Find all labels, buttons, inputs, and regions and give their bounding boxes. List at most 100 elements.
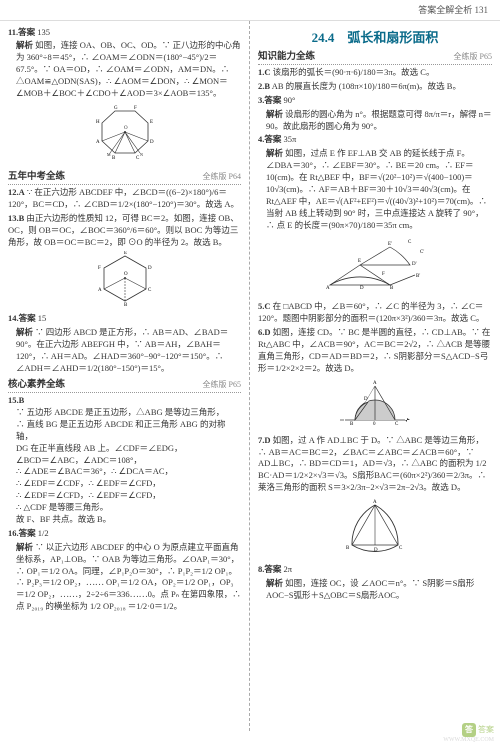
svg-text:D: D: [150, 140, 154, 145]
rq4-explain-label: 解析: [266, 148, 283, 158]
rq8-explain-label: 解析: [266, 578, 283, 588]
q13-num: 13.B: [8, 213, 24, 223]
section-core-title: 核心素养全练: [8, 379, 65, 392]
svg-text:E': E': [388, 242, 392, 247]
section-244-title: 24.4 弧长和扇形面积: [258, 29, 492, 47]
svg-text:A: A: [98, 288, 102, 293]
svg-text:D: D: [364, 397, 368, 402]
svg-text:A: A: [326, 286, 330, 291]
rq5-text: 在 □ABCD 中，∠B＝60°，∴ ∠C 的半径为 3，∴ ∠C＝120°。题…: [258, 301, 484, 323]
svg-text:B': B': [416, 274, 420, 279]
rq7-num: 7.D: [258, 435, 271, 445]
svg-text:F: F: [382, 272, 385, 277]
section-five-year-title: 五年中考全练: [8, 171, 65, 184]
svg-text:C: C: [408, 240, 412, 245]
q16-explain: 解析 ∵ 以正六边形 ABCDEF 的中心 O 为原点建立平面直角坐标系，AP₁…: [8, 542, 241, 613]
svg-text:E: E: [358, 259, 361, 264]
figure-octagon: O GF ED CB AH MN: [8, 103, 241, 167]
rq3-ans: 90°: [284, 95, 296, 105]
rq8-explain-text: 如图，连接 OC，设 ∠AOC＝n°。∵ S阴影＝S扇形AOC−S弧形＋S△OB…: [266, 578, 474, 600]
rq7: 7.D 如图，过 A 作 AD⊥BC 于 D。∵ △ABC 是等边三角形，∴ A…: [258, 435, 492, 494]
rq8: 8.答案 2π: [258, 564, 492, 576]
section-knowledge-ref: 全练版 P65: [454, 51, 492, 64]
q15-num: 15.B: [8, 395, 24, 405]
q13: 13.B 由正六边形的性质知 12，可得 BC＝2。如图，连接 OB、OC，则 …: [8, 213, 241, 249]
rq1-num: 1.C: [258, 67, 271, 77]
watermark-label: 答案: [478, 724, 494, 736]
section-core-ref: 全练版 P65: [203, 379, 241, 392]
q15: 15.B ∵ 五边形 ABCDE 是正五边形，△ABG 是等边三角形， ∴ 直线…: [8, 395, 241, 526]
q15-l7: ∴ △CDF 是等腰三角形。: [16, 502, 241, 514]
q15-l2: DG 在正半直线段 AB 上。∠CDF＝∠EDG，: [16, 443, 241, 455]
header-page: 131: [475, 5, 489, 15]
rq3-explain-label: 解析: [266, 109, 283, 119]
rq5-num: 5.C: [258, 301, 271, 311]
section-knowledge: 知识能力全练 全练版 P65: [258, 51, 492, 65]
rq3-explain-text: 设扇形的圆心角为 n°。根据题意可得 8π/π＝r，解得 n＝90。故此扇形的圆…: [266, 109, 491, 131]
rq4-num: 4.答案: [258, 134, 281, 144]
svg-text:B: B: [350, 422, 354, 427]
q16-ans: 1/2: [38, 528, 49, 538]
svg-text:C: C: [395, 422, 399, 427]
rq3-explain: 解析 设扇形的圆心角为 n°。根据题意可得 8π/π＝r，解得 n＝90。故此扇…: [258, 109, 492, 133]
watermark-icon: 答: [462, 723, 476, 737]
q11: 11.答案 135: [8, 27, 241, 39]
q13-text: 由正六边形的性质知 12，可得 BC＝2。如图，连接 OB、OC，则 OB＝OC…: [8, 213, 239, 247]
q15-l5: ∴ ∠EDF＝∠CDF，∴ ∠EDF＝∠CFD，: [16, 478, 241, 490]
svg-text:C: C: [399, 546, 403, 551]
q12-num: 12.A: [8, 187, 25, 197]
q16-num: 16.答案: [8, 528, 36, 538]
rq2: 2.B AB 的展直长度为 (108π×10)/180＝6π(m)。故选 B。: [258, 81, 492, 93]
q15-l6: ∴ ∠EDF＝∠CFD，∴ ∠EDF＝∠CFD，: [16, 490, 241, 502]
svg-text:H: H: [96, 120, 100, 125]
rq2-num: 2.B: [258, 81, 270, 91]
q15-lines: ∵ 五边形 ABCDE 是正五边形，△ABG 是等边三角形， ∴ 直线 BG 是…: [8, 407, 241, 526]
svg-text:B: B: [124, 303, 128, 306]
q14-ans: 15: [38, 313, 47, 323]
rq1-text: 该扇形的弧长＝(90·π·6)/180＝3π。故选 C。: [273, 67, 435, 77]
rq6: 6.D 如图，连接 CD。∵ BC 是半圆的直径，∴ CD⊥AB。∵ 在 Rt△…: [258, 327, 492, 375]
rq2-text: AB 的展直长度为 (108π×10)/180＝6π(m)。故选 B。: [272, 81, 461, 91]
svg-text:C: C: [148, 288, 152, 293]
svg-text:B: B: [112, 156, 116, 161]
rq8-explain: 解析 如图，连接 OC，设 ∠AOC＝n°。∵ S阴影＝S扇形AOC−S弧形＋S…: [258, 578, 492, 602]
q15-l8: 故 F、BF 共点。故选 B。: [16, 514, 241, 526]
svg-text:A: A: [373, 381, 377, 386]
q16-explain-label: 解析: [16, 542, 33, 552]
svg-text:O: O: [124, 126, 128, 131]
svg-text:D: D: [374, 548, 378, 553]
rq6-num: 6.D: [258, 327, 271, 337]
q11-explain-label: 解析: [16, 40, 33, 50]
section-core: 核心素养全练 全练版 P65: [8, 379, 241, 393]
rq5: 5.C 在 □ABCD 中，∠B＝60°，∴ ∠C 的半径为 3，∴ ∠C＝12…: [258, 301, 492, 325]
svg-text:F: F: [134, 106, 137, 111]
q16: 16.答案 1/2: [8, 528, 241, 540]
rq1: 1.C 该扇形的弧长＝(90·π·6)/180＝3π。故选 C。: [258, 67, 492, 79]
q16-explain-text: ∵ 以正六边形 ABCDEF 的中心 O 为原点建立平面直角坐标系，AP₁⊥OB…: [16, 542, 241, 611]
svg-text:D': D': [412, 262, 417, 267]
q12-text: ∵ 在正六边形 ABCDEF 中，∠BCD＝((6−2)×180°)/6＝120…: [8, 187, 239, 209]
svg-text:M: M: [107, 152, 111, 157]
svg-text:0: 0: [373, 422, 376, 427]
right-column: 24.4 弧长和扇形面积 知识能力全练 全练版 P65 1.C 该扇形的弧长＝(…: [250, 21, 500, 731]
svg-text:D: D: [148, 266, 152, 271]
q15-l1: ∴ 直线 BG 是正五边形 ABCDE 和正三角形 ABG 的对称轴，: [16, 419, 241, 443]
rq4-explain-text: 如图，过点 E 作 EF⊥AB 交 AB 的延长线于点 F。∠DBA＝30°，∴…: [266, 148, 487, 229]
figure-semicircle: A B C 0 D: [258, 378, 492, 432]
column-layout: 11.答案 135 解析 如图，连接 OA、OB、OC、OD。∵ 正八边形的中心…: [0, 21, 500, 731]
rq7-text: 如图，过 A 作 AD⊥BC 于 D。∵ △ABC 是等边三角形，∴ AB＝AC…: [258, 435, 487, 493]
section-five-year: 五年中考全练 全练版 P64: [8, 171, 241, 185]
svg-text:B: B: [346, 546, 350, 551]
q14-num: 14.答案: [8, 313, 36, 323]
svg-text:E: E: [150, 120, 153, 125]
svg-text:N: N: [140, 152, 143, 157]
rq8-num: 8.答案: [258, 564, 281, 574]
figure-reuleaux: A BC D: [258, 497, 492, 561]
svg-text:O: O: [124, 272, 128, 277]
rq3-num: 3.答案: [258, 95, 281, 105]
svg-text:G: G: [114, 106, 118, 111]
q14-explain-text: ∵ 四边形 ABCD 是正方形，∴ AB＝AD、∠BAD＝90°。在正六边形 A…: [16, 327, 228, 373]
rq4-explain: 解析 如图，过点 E 作 EF⊥AB 交 AB 的延长线于点 F。∠DBA＝30…: [258, 148, 492, 231]
rq4-ans: 35π: [284, 134, 297, 144]
figure-sector-sweep: AD BB' ED' E'C' CF: [258, 235, 492, 299]
